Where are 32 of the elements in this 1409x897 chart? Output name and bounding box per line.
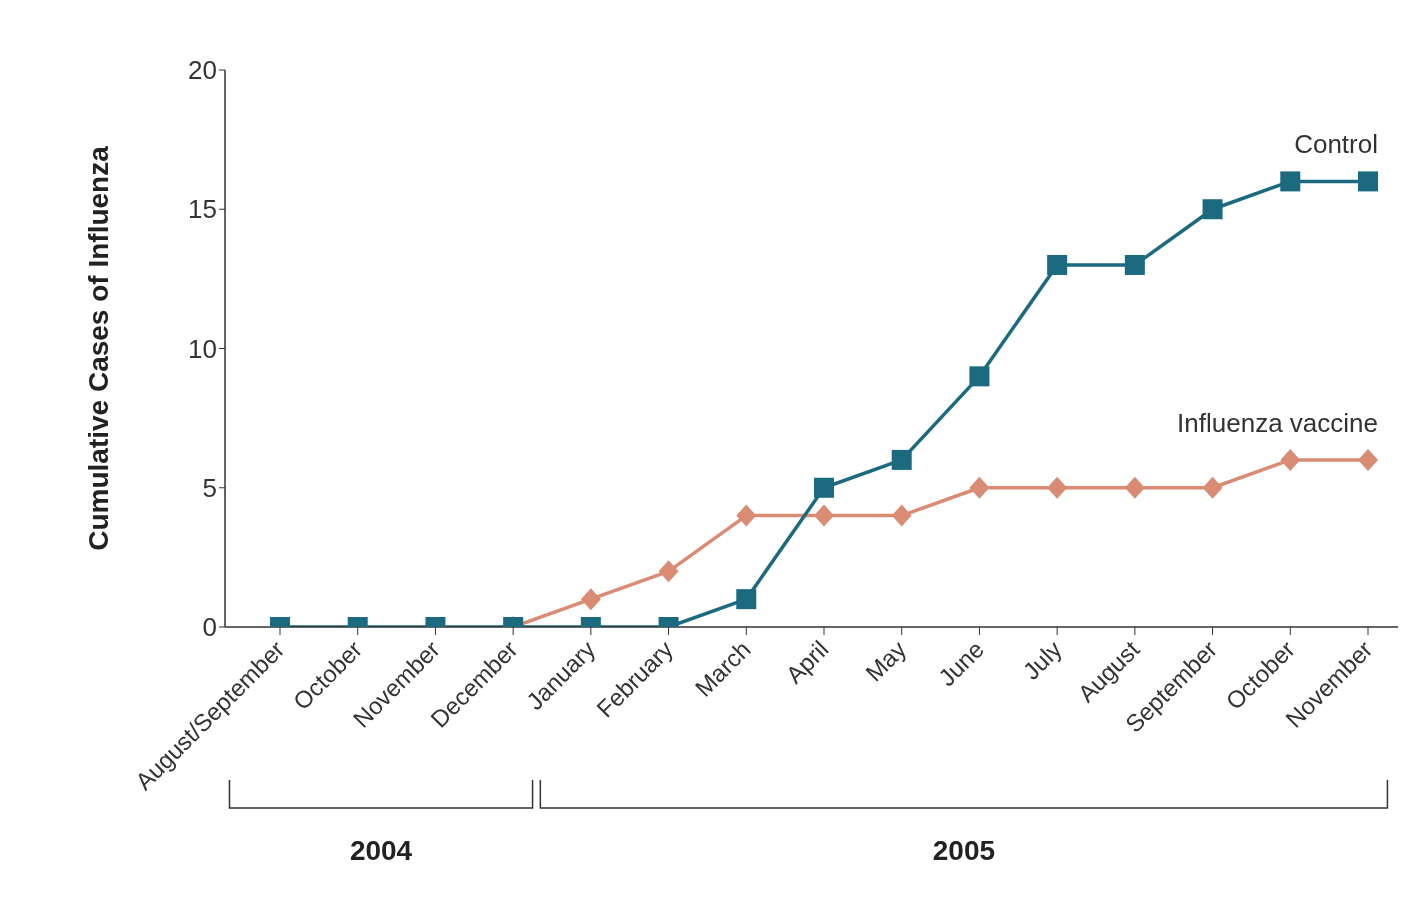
point [1280,171,1301,192]
text: 2004 [349,835,413,866]
y-tick-label: 15 [188,194,217,225]
point [1280,448,1301,471]
y-tick-label: 20 [188,55,217,86]
x-tick-label: May [860,635,912,687]
point [736,504,757,527]
point [1124,254,1145,275]
point [1202,476,1223,499]
point [1358,448,1378,471]
point [1358,171,1378,192]
y-tick-label: 10 [188,333,217,364]
series-label: Control [1294,129,1378,160]
series-label: Influenza vaccine [1177,407,1378,438]
point [658,560,679,583]
point [1047,254,1068,275]
point [580,588,601,611]
point [891,449,912,470]
point [891,504,912,527]
point [814,504,834,527]
y-tick-label: 0 [202,612,217,643]
point [1047,476,1068,499]
y-tick-label: 5 [202,472,217,503]
point [1124,476,1145,499]
point [969,366,990,387]
point [969,476,990,499]
point [814,477,834,498]
y-axis-title: Cumulative Cases of Influenza [82,145,114,551]
x-tick-label: July [1017,635,1067,685]
point [736,589,757,610]
point [1202,199,1223,220]
text: 2005 [932,835,996,866]
